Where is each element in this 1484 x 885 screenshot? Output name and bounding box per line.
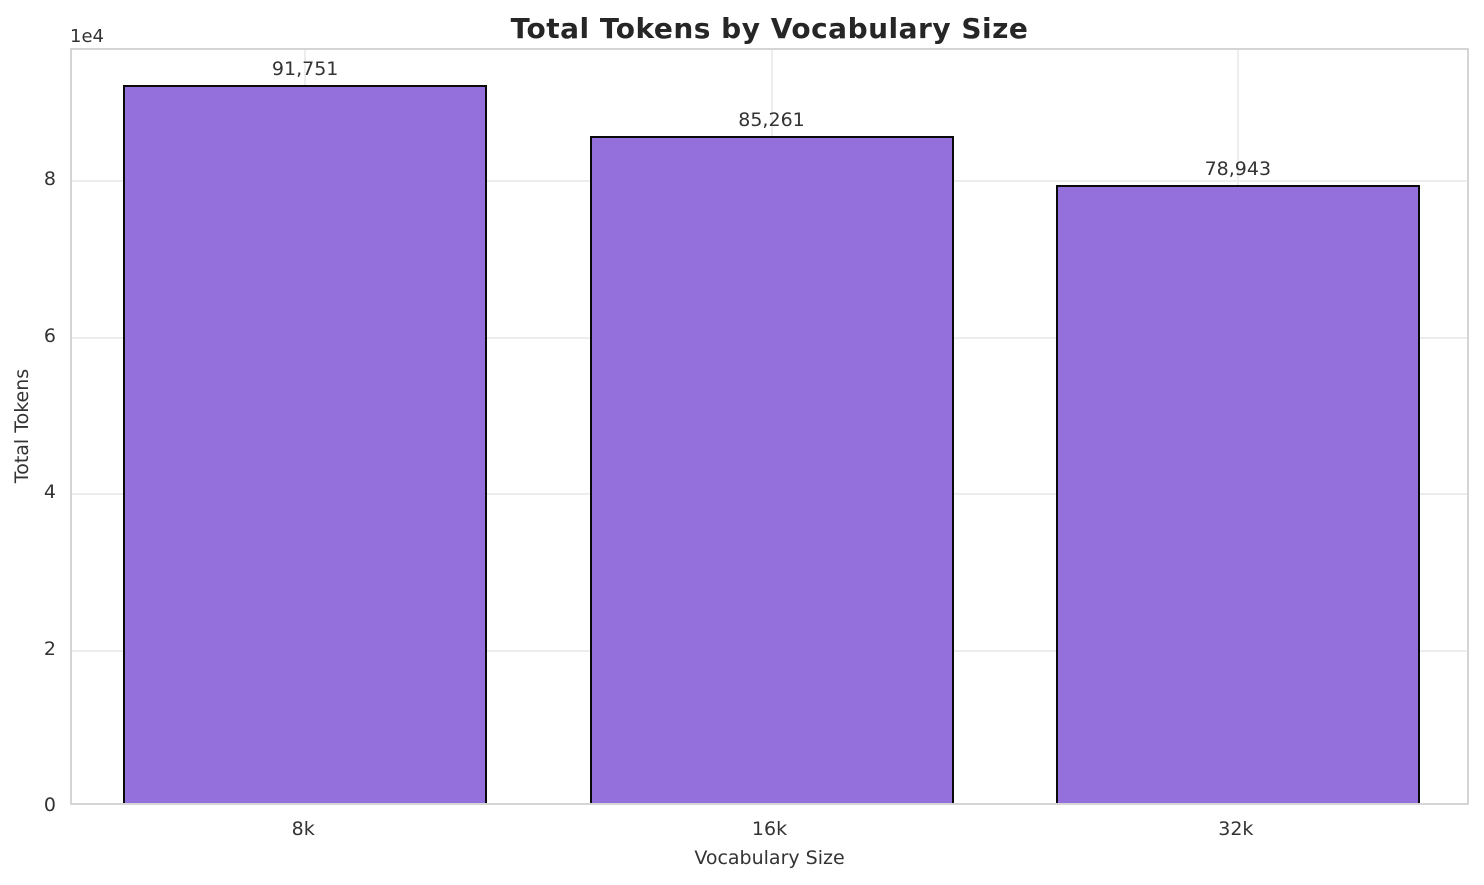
x-axis-label: Vocabulary Size [694, 847, 845, 869]
y-axis-label: Total Tokens [11, 368, 33, 484]
plot-area: 91,751 85,261 78,943 [70, 48, 1469, 805]
y-tick-label: 2 [43, 637, 56, 660]
y-tick-label: 0 [43, 794, 56, 816]
x-tick-label-32k: 32k [1218, 818, 1254, 840]
bar-32k [1056, 185, 1420, 803]
chart-title: Total Tokens by Vocabulary Size [510, 12, 1029, 45]
x-tick-label-8k: 8k [291, 818, 315, 840]
bar-16k [590, 136, 954, 803]
bar-value-label: 91,751 [271, 58, 339, 80]
bar-8k [123, 85, 487, 803]
y-axis-offset-text: 1e4 [70, 26, 104, 47]
y-tick-label: 8 [43, 168, 56, 191]
y-tick-label: 4 [43, 481, 56, 504]
bar-value-label: 78,943 [1204, 158, 1272, 180]
y-tick-label: 6 [43, 324, 56, 347]
bar-value-label: 85,261 [738, 109, 805, 131]
x-tick-label-16k: 16k [751, 818, 788, 840]
